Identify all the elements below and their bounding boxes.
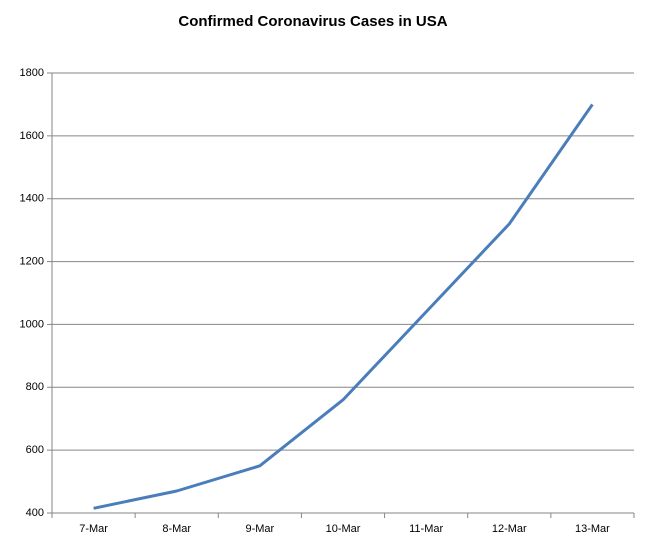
- x-tick-label: 10-Mar: [326, 523, 361, 535]
- data-line: [93, 103, 594, 510]
- x-tick-label: 7-Mar: [79, 523, 108, 535]
- y-tick-label: 600: [26, 444, 44, 456]
- x-tick-label: 11-Mar: [409, 523, 443, 535]
- y-tick-label: 400: [26, 507, 44, 519]
- y-tick-label: 800: [26, 381, 44, 393]
- x-tick-label: 12-Mar: [492, 523, 527, 535]
- y-tick-label: 1200: [20, 255, 44, 267]
- x-tick-label: 8-Mar: [162, 523, 191, 535]
- x-tick-label: 9-Mar: [245, 523, 274, 535]
- chart-title: Confirmed Coronavirus Cases in USA: [178, 13, 447, 30]
- y-tick-label: 1000: [20, 318, 44, 330]
- y-tick-label: 1600: [20, 130, 44, 142]
- x-tick-label: 13-Mar: [575, 523, 610, 535]
- y-tick-label: 1400: [20, 193, 44, 205]
- y-tick-label: 1800: [20, 67, 44, 79]
